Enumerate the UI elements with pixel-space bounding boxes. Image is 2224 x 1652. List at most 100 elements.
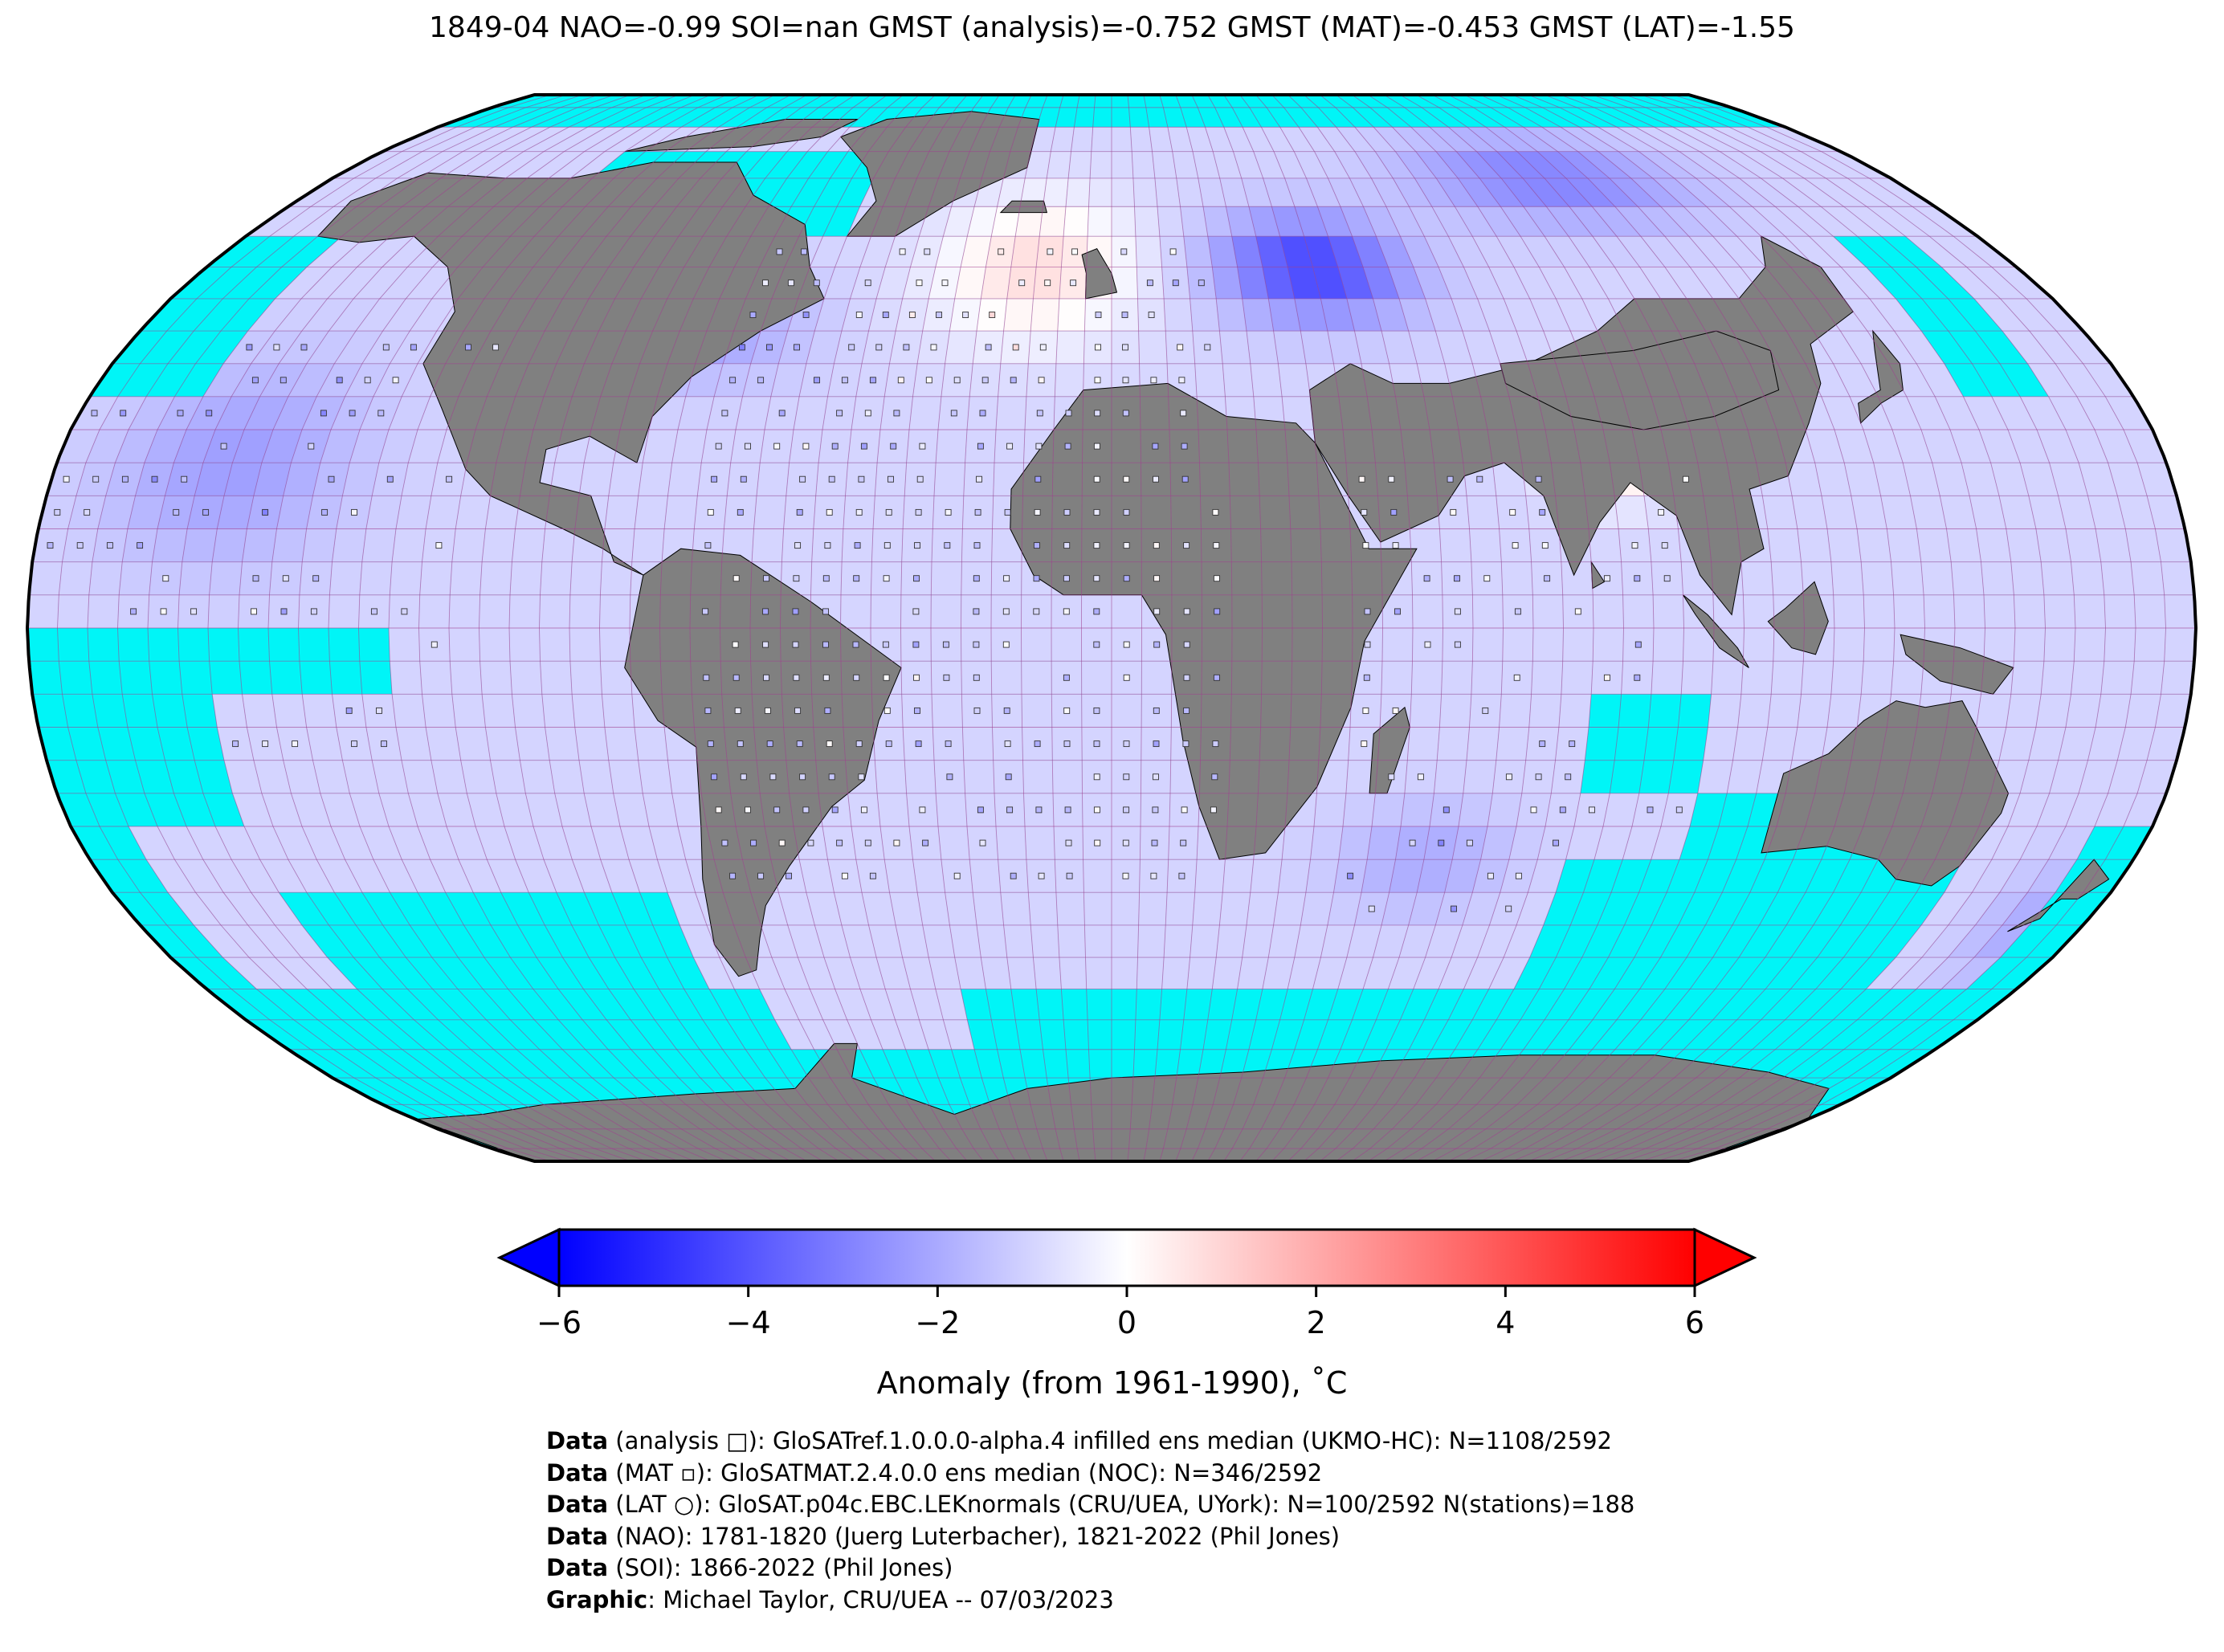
anomaly-cell bbox=[379, 267, 433, 299]
obs-marker bbox=[1002, 641, 1010, 648]
land-south-america bbox=[624, 548, 902, 977]
obs-marker bbox=[914, 707, 920, 714]
anomaly-cell bbox=[1237, 957, 1269, 989]
anomaly-cell bbox=[824, 957, 860, 989]
anomaly-cell bbox=[600, 661, 632, 695]
anomaly-cell bbox=[1435, 151, 1480, 178]
anomaly-cell bbox=[1055, 331, 1085, 364]
anomaly-cell bbox=[584, 793, 620, 826]
anomaly-cell bbox=[515, 727, 550, 761]
obs-marker bbox=[1148, 312, 1155, 318]
anomaly-cell bbox=[2020, 760, 2059, 793]
anomaly-cell bbox=[540, 561, 573, 595]
obs-marker bbox=[973, 542, 981, 549]
obs-marker bbox=[1122, 344, 1128, 351]
anomaly-cell bbox=[1294, 924, 1328, 958]
anomaly-cell bbox=[430, 859, 474, 893]
obs-marker bbox=[1093, 475, 1100, 483]
anomaly-cell bbox=[408, 430, 447, 463]
anomaly-cell bbox=[1798, 206, 1858, 237]
anomaly-cell bbox=[1456, 151, 1502, 178]
anomaly-cell bbox=[1830, 661, 1864, 695]
anomaly-cell bbox=[671, 430, 707, 463]
obs-marker bbox=[1409, 839, 1416, 846]
anomaly-cell bbox=[1190, 924, 1220, 958]
obs-marker bbox=[1018, 279, 1026, 287]
obs-marker bbox=[1093, 542, 1100, 549]
obs-marker bbox=[732, 641, 739, 648]
obs-marker bbox=[807, 839, 814, 846]
obs-marker bbox=[953, 377, 961, 384]
anomaly-cell bbox=[475, 826, 516, 860]
anomaly-cell bbox=[1514, 267, 1557, 299]
anomaly-cell bbox=[418, 826, 459, 860]
obs-marker bbox=[979, 839, 986, 846]
anomaly-cell bbox=[27, 594, 59, 628]
obs-marker bbox=[376, 707, 382, 714]
anomaly-cell bbox=[373, 859, 418, 893]
anomaly-cell bbox=[1950, 430, 1991, 463]
anomaly-cell bbox=[202, 859, 251, 893]
anomaly-cell bbox=[1903, 463, 1940, 496]
anomaly-cell bbox=[1253, 151, 1285, 178]
anomaly-cell bbox=[981, 267, 1011, 299]
anomaly-cell bbox=[1193, 151, 1220, 178]
anomaly-cell bbox=[1471, 661, 1503, 695]
anomaly-cell bbox=[1212, 267, 1243, 299]
anomaly-cell bbox=[1558, 694, 1592, 728]
anomaly-cell bbox=[643, 430, 678, 463]
anomaly-cell bbox=[1222, 363, 1254, 397]
anomaly-cell bbox=[397, 151, 463, 178]
anomaly-cell bbox=[1843, 298, 1895, 332]
obs-marker bbox=[1012, 344, 1019, 351]
obs-marker bbox=[1063, 575, 1070, 582]
anomaly-cell bbox=[757, 463, 790, 496]
obs-marker bbox=[841, 377, 848, 384]
anomaly-cell bbox=[1851, 496, 1887, 529]
anomaly-cell bbox=[943, 206, 975, 237]
obs-marker bbox=[1169, 248, 1177, 255]
anomaly-cell bbox=[969, 859, 1001, 893]
anomaly-cell bbox=[442, 127, 513, 152]
anomaly-cell bbox=[1033, 957, 1062, 989]
obs-marker bbox=[1153, 608, 1161, 615]
obs-marker bbox=[1034, 508, 1041, 516]
anomaly-cell bbox=[1537, 151, 1588, 178]
anomaly-cell bbox=[991, 206, 1020, 237]
anomaly-cell bbox=[2134, 628, 2166, 662]
land-north-america bbox=[316, 161, 825, 576]
anomaly-cell bbox=[479, 561, 512, 595]
obs-marker bbox=[1682, 475, 1689, 483]
colorbar-gradient bbox=[557, 1228, 1696, 1287]
obs-marker bbox=[826, 508, 833, 516]
anomaly-cell bbox=[1401, 793, 1434, 826]
obs-marker bbox=[1454, 575, 1460, 582]
obs-marker bbox=[1065, 839, 1072, 846]
anomaly-cell bbox=[496, 793, 533, 826]
anomaly-cell bbox=[1130, 127, 1153, 152]
anomaly-cell bbox=[1785, 463, 1822, 496]
anomaly-cell bbox=[1720, 151, 1783, 178]
obs-marker bbox=[1183, 641, 1190, 648]
anomaly-cell bbox=[1015, 206, 1043, 237]
anomaly-cell bbox=[2028, 496, 2066, 529]
anomaly-cell bbox=[402, 127, 475, 152]
obs-marker bbox=[1539, 508, 1546, 516]
obs-marker bbox=[953, 872, 961, 879]
anomaly-cell bbox=[1112, 206, 1136, 237]
obs-marker bbox=[912, 641, 920, 648]
anomaly-cell bbox=[1564, 267, 1609, 299]
anomaly-cell bbox=[1287, 957, 1321, 989]
anomaly-cell bbox=[1415, 151, 1459, 178]
anomaly-cell bbox=[620, 826, 658, 860]
anomaly-cell bbox=[410, 298, 459, 332]
anomaly-cell bbox=[1439, 694, 1471, 728]
anomaly-cell bbox=[1135, 236, 1162, 267]
anomaly-cell bbox=[1593, 628, 1624, 662]
anomaly-cell bbox=[1748, 127, 1822, 152]
anomaly-cell bbox=[408, 793, 447, 826]
anomaly-cell bbox=[1472, 594, 1504, 628]
anomaly-cell bbox=[1354, 127, 1396, 152]
anomaly-cell bbox=[1152, 151, 1177, 178]
anomaly-cell bbox=[1502, 628, 1533, 662]
